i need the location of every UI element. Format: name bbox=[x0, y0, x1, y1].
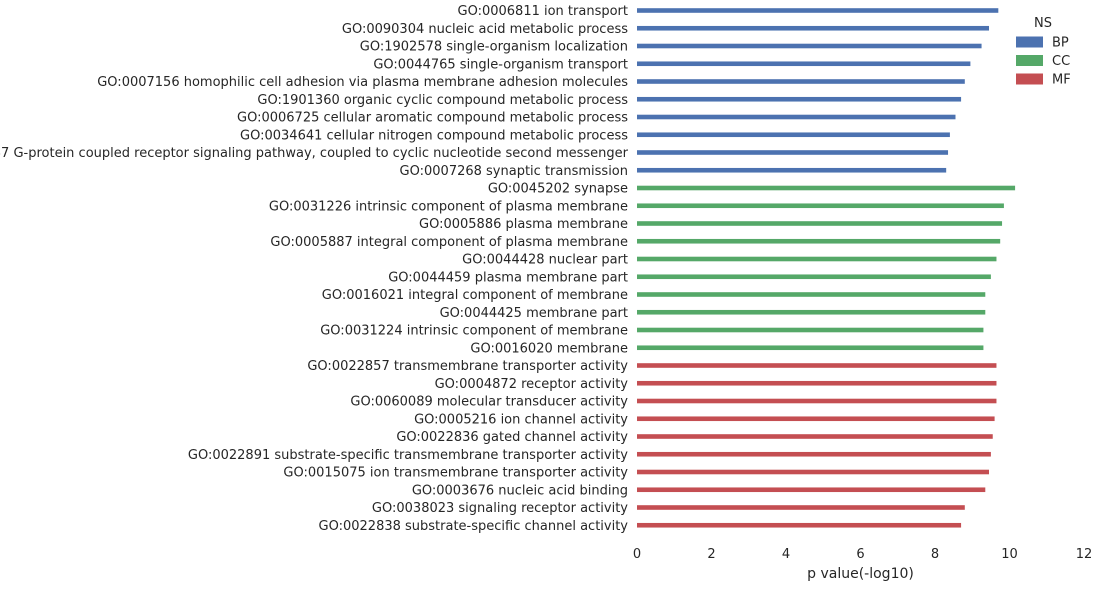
legend-label-bp: BP bbox=[1052, 36, 1069, 51]
category-label: GO:0031224 intrinsic component of membra… bbox=[320, 324, 628, 339]
bar bbox=[637, 150, 949, 155]
legend-swatch-mf bbox=[1016, 73, 1043, 85]
x-tick-label: 10 bbox=[1001, 547, 1018, 562]
bar bbox=[637, 79, 965, 84]
category-label: GO:0044765 single-organism transport bbox=[373, 57, 628, 72]
bar bbox=[637, 114, 956, 120]
legend-swatch-bp bbox=[1016, 36, 1043, 48]
bar bbox=[637, 221, 1003, 226]
bar bbox=[637, 469, 990, 475]
bar bbox=[637, 327, 984, 333]
x-tick-label: 6 bbox=[856, 547, 864, 562]
category-label: GO:0034641 cellular nitrogen compound me… bbox=[240, 128, 628, 143]
x-tick-label: 0 bbox=[633, 547, 641, 562]
x-axis-title: p value(-log10) bbox=[807, 566, 914, 582]
category-label: GO:0006811 ion transport bbox=[458, 4, 629, 19]
category-label: GO:0044459 plasma membrane part bbox=[388, 270, 628, 285]
x-tick-label: 4 bbox=[782, 547, 790, 562]
legend: NS BP CC MF bbox=[1016, 16, 1071, 88]
category-label: GO:0022857 transmembrane transporter act… bbox=[307, 359, 628, 374]
category-label: GO:0038023 signaling receptor activity bbox=[372, 501, 628, 516]
category-label: GO:0006725 cellular aromatic compound me… bbox=[237, 111, 628, 126]
category-label: GO:0005887 integral component of plasma … bbox=[270, 235, 628, 250]
bar bbox=[637, 238, 1001, 244]
bar bbox=[637, 345, 984, 351]
bar bbox=[637, 309, 986, 315]
category-label: GO:0045202 synapse bbox=[488, 182, 628, 197]
bar bbox=[637, 487, 986, 493]
category-label: GO:0022891 substrate-specific transmembr… bbox=[188, 448, 628, 463]
bar bbox=[637, 416, 995, 422]
bar bbox=[637, 451, 991, 457]
bar bbox=[637, 434, 993, 439]
bar bbox=[637, 167, 947, 173]
bar bbox=[637, 292, 986, 297]
category-label: GO:0005886 plasma membrane bbox=[419, 217, 628, 232]
category-label: GO:0007156 homophilic cell adhesion via … bbox=[97, 75, 628, 90]
category-label: GO:0007268 synaptic transmission bbox=[400, 164, 628, 179]
bars-layer bbox=[637, 8, 1016, 528]
x-tick-label: 12 bbox=[1076, 547, 1093, 562]
bar bbox=[637, 203, 1004, 209]
bar bbox=[637, 274, 991, 280]
bar bbox=[637, 8, 999, 13]
category-label: GO:0031226 intrinsic component of plasma… bbox=[269, 199, 628, 214]
category-label: GO:1902578 single-organism localization bbox=[360, 40, 628, 55]
category-label: GO:0007187 G-protein coupled receptor si… bbox=[0, 146, 629, 161]
category-label: GO:0016020 membrane bbox=[470, 341, 628, 356]
category-label: GO:0044428 nuclear part bbox=[462, 253, 628, 268]
category-labels: GO:0006811 ion transport GO:0090304 nucle… bbox=[0, 4, 629, 534]
legend-label-cc: CC bbox=[1052, 54, 1070, 69]
category-label: GO:0016021 integral component of membran… bbox=[322, 288, 628, 303]
category-label: GO:0060089 molecular transducer activity bbox=[350, 395, 628, 410]
x-tick-label: 2 bbox=[707, 547, 715, 562]
category-label: GO:0003676 nucleic acid binding bbox=[412, 483, 628, 498]
bar bbox=[637, 61, 971, 67]
legend-swatch-cc bbox=[1016, 55, 1043, 66]
category-label: GO:0015075 ion transmembrane transporter… bbox=[283, 466, 628, 481]
category-label: GO:0004872 receptor activity bbox=[435, 377, 629, 392]
category-label: GO:0090304 nucleic acid metabolic proces… bbox=[342, 22, 628, 37]
bar bbox=[637, 256, 997, 262]
bar bbox=[637, 185, 1016, 191]
bar bbox=[637, 96, 962, 102]
x-tick-labels: 0 2 4 6 8 10 12 bbox=[633, 547, 1092, 562]
category-label: GO:0022838 substrate-specific channel ac… bbox=[319, 519, 629, 534]
bar bbox=[637, 25, 990, 31]
category-label: GO:0022836 gated channel activity bbox=[396, 430, 628, 445]
bar bbox=[637, 43, 982, 49]
category-label: GO:1901360 organic cyclic compound metab… bbox=[257, 93, 628, 108]
bar bbox=[637, 132, 950, 138]
category-label: GO:0005216 ion channel activity bbox=[414, 412, 628, 427]
legend-title: NS bbox=[1034, 16, 1052, 31]
bar bbox=[637, 363, 997, 368]
bar bbox=[637, 398, 997, 404]
bar bbox=[637, 505, 965, 510]
legend-label-mf: MF bbox=[1052, 73, 1071, 88]
x-tick-label: 8 bbox=[931, 547, 939, 562]
bar bbox=[637, 380, 997, 386]
bar bbox=[637, 522, 962, 528]
category-label: GO:0044425 membrane part bbox=[440, 306, 628, 321]
